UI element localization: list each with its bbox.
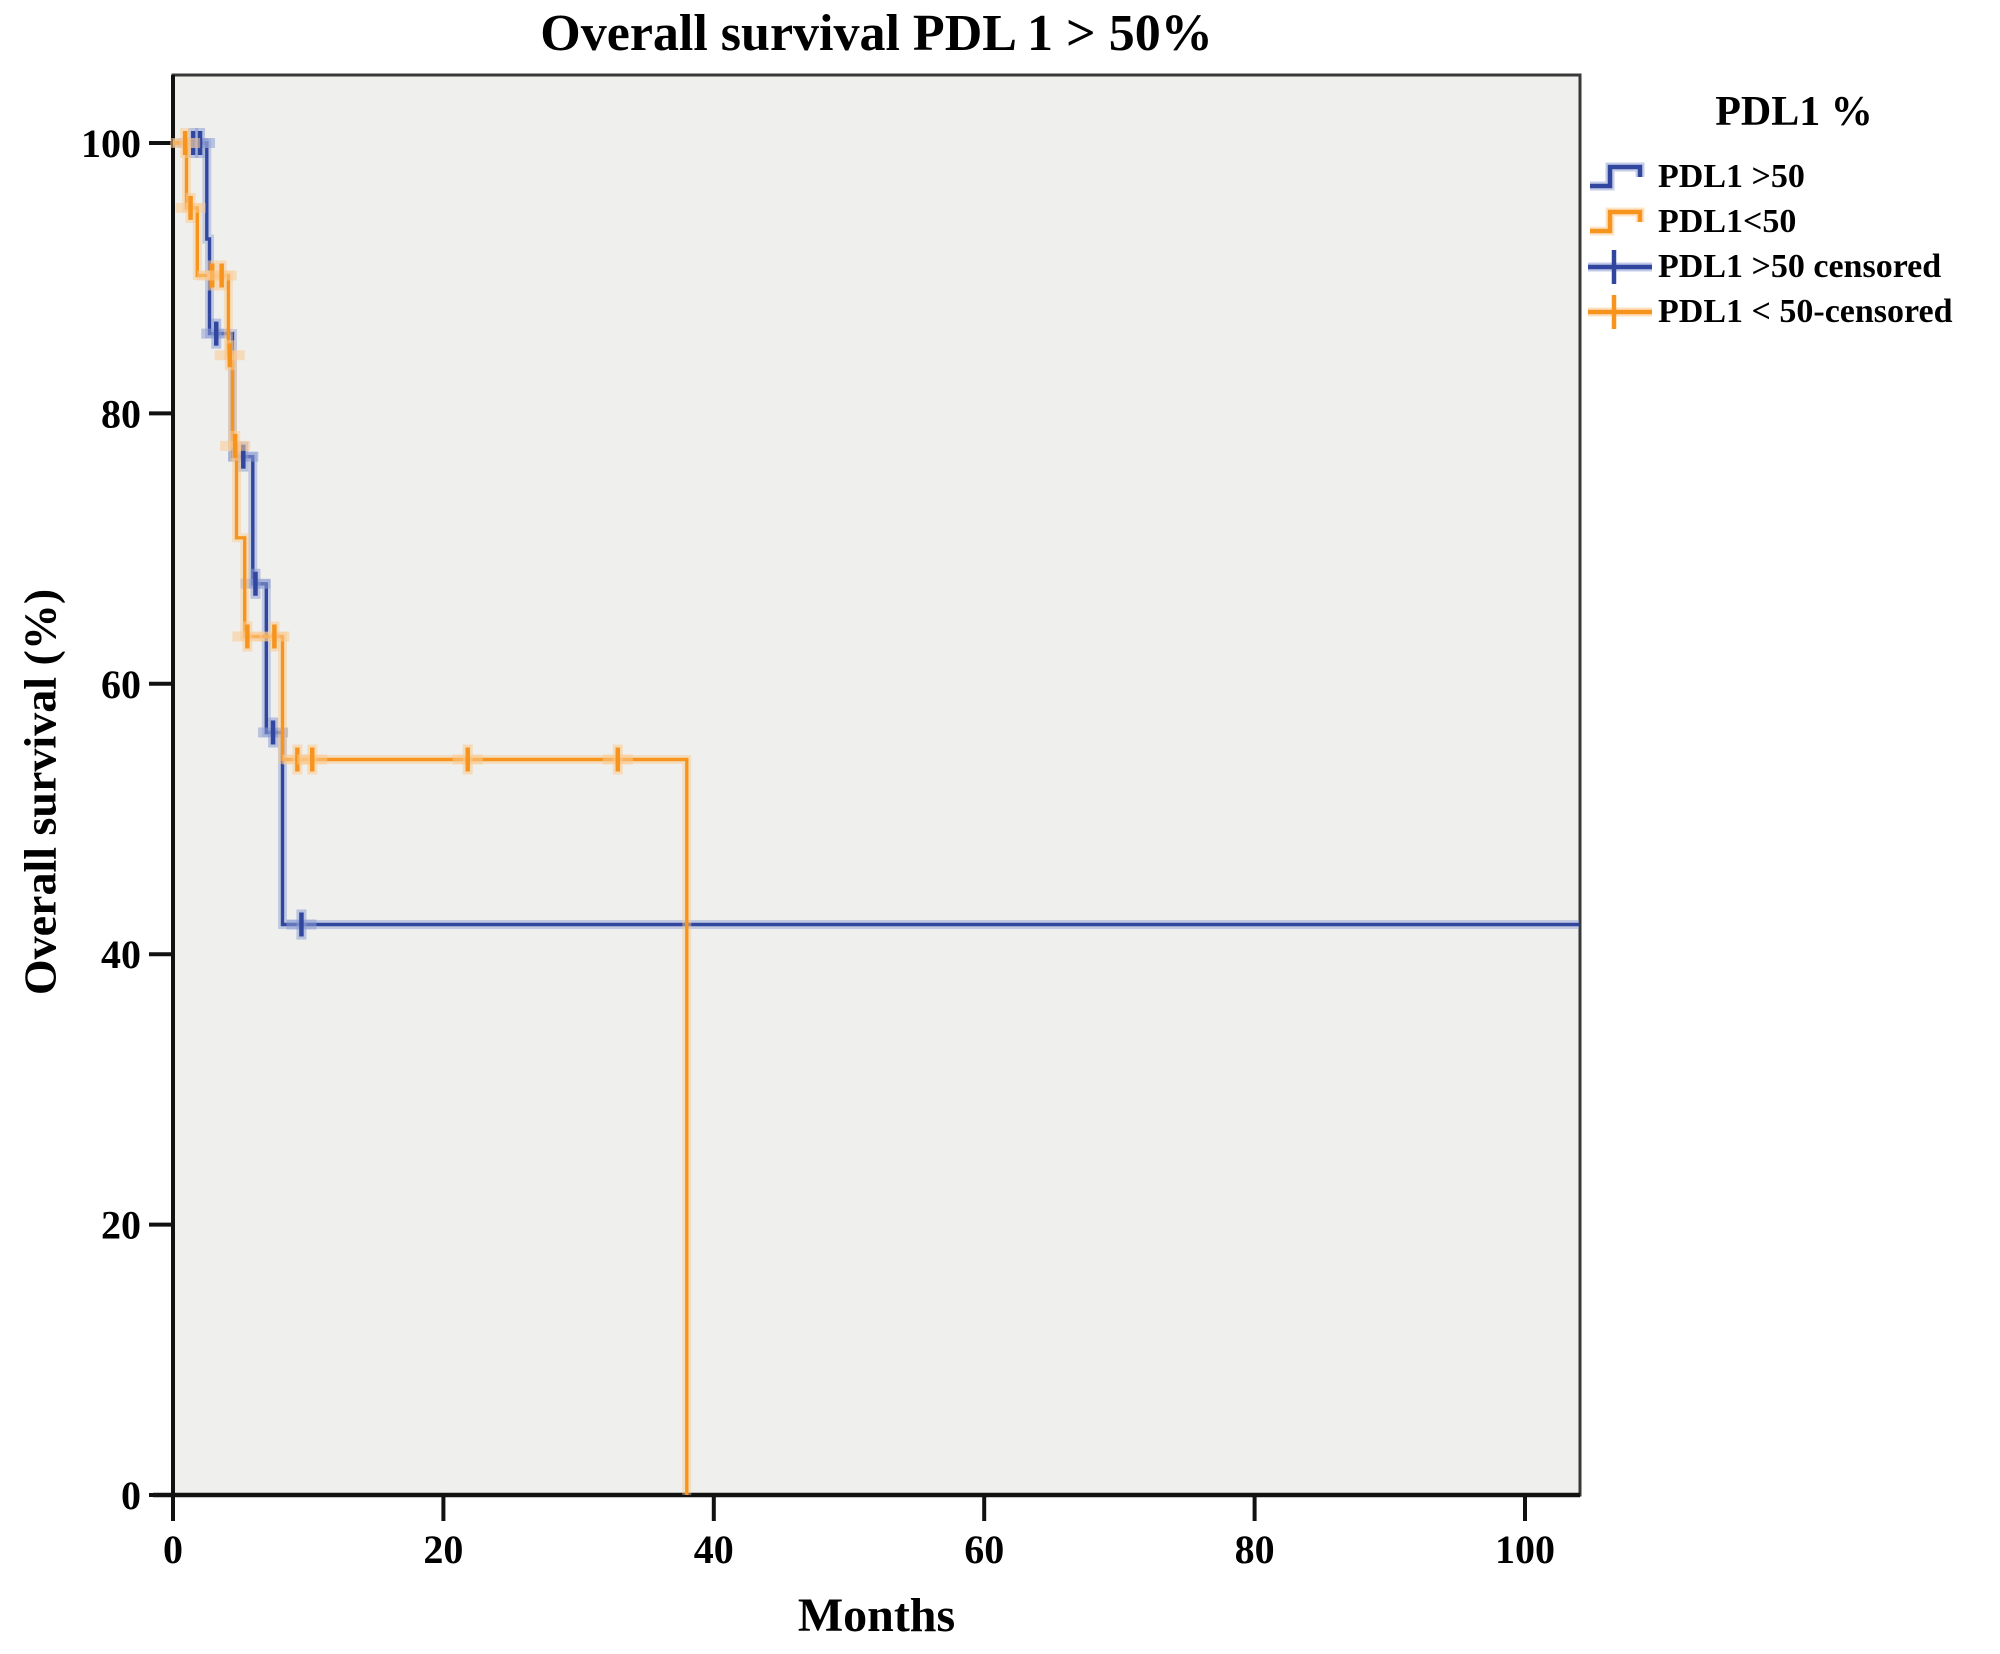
x-axis-title: Months — [797, 1589, 956, 1642]
legend-entry: PDL1 < 50-censored — [1588, 289, 2000, 334]
x-tick-label: 80 — [1235, 1527, 1275, 1572]
y-tick-label: 80 — [101, 391, 141, 436]
y-tick-label: 20 — [101, 1203, 141, 1248]
step-line-icon — [1590, 207, 1645, 235]
legend-entries: PDL1 >50 PDL1<50 PDL1 >50 censored PDL1 < 5… — [1588, 154, 2000, 334]
legend-title: PDL1 % — [1715, 89, 1873, 135]
x-tick-label: 40 — [694, 1527, 734, 1572]
censored-plus-icon — [1588, 249, 1652, 284]
legend-entry-label: PDL1 < 50-censored — [1658, 292, 1953, 330]
x-tick-label: 60 — [964, 1527, 1004, 1572]
y-tick-label: 40 — [101, 932, 141, 977]
legend-entry: PDL1 >50 — [1588, 154, 2000, 199]
legend-entry: PDL1 >50 censored — [1588, 244, 2000, 289]
legend: PDL1 % PDL1 >50 PDL1<50 PDL1 >50 censored P… — [1588, 88, 2000, 334]
legend-entry-label: PDL1<50 — [1658, 202, 1797, 240]
legend-entry-label: PDL1 >50 censored — [1658, 247, 1942, 285]
censored-plus-icon — [1588, 294, 1652, 329]
plot-area — [171, 73, 1582, 1497]
step-line-icon — [1590, 162, 1645, 190]
legend-entry-label: PDL1 >50 — [1658, 157, 1805, 195]
legend-entry: PDL1<50 — [1588, 199, 2000, 244]
y-tick-label: 0 — [121, 1473, 141, 1518]
x-tick-label: 100 — [1495, 1527, 1555, 1572]
chart-title: Overall survival PDL 1 > 50% — [540, 5, 1213, 62]
x-tick-label: 0 — [163, 1527, 183, 1572]
x-tick-label: 20 — [423, 1527, 463, 1572]
y-tick-label: 100 — [81, 121, 141, 166]
y-tick-label: 60 — [101, 662, 141, 707]
